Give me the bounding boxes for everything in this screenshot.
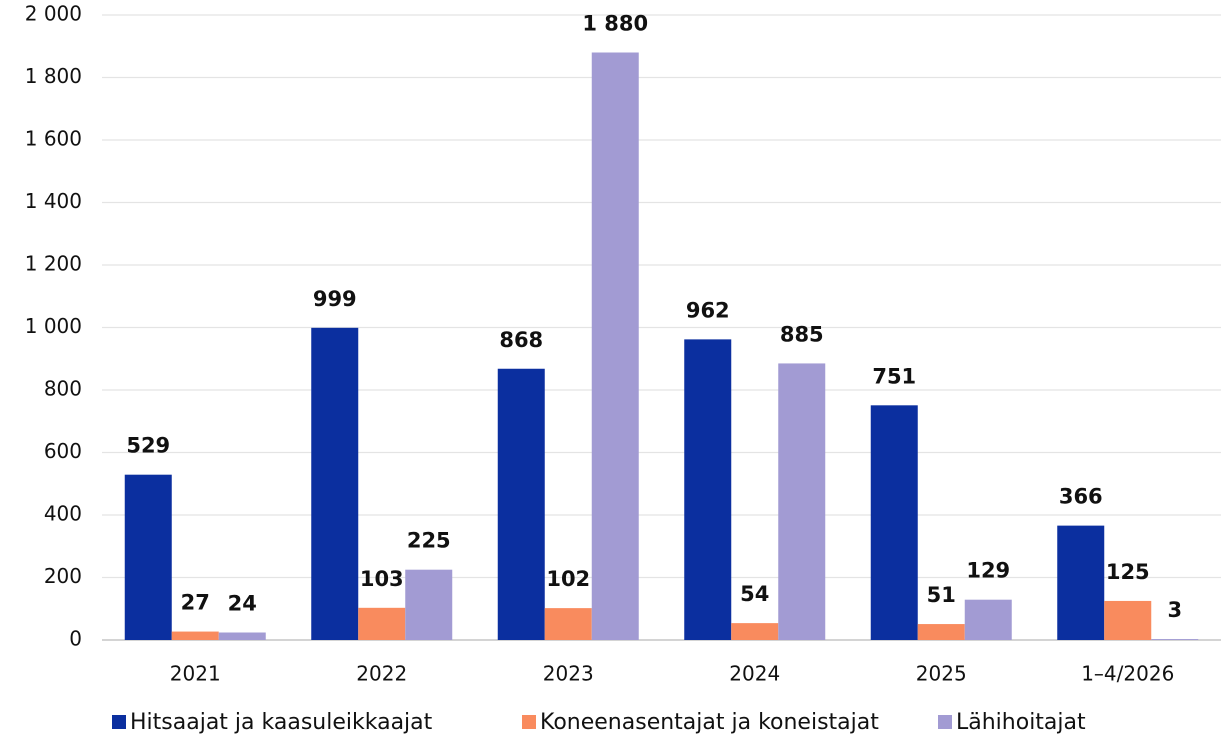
data-label: 27 bbox=[181, 591, 210, 615]
data-label: 129 bbox=[966, 559, 1010, 583]
bar bbox=[778, 363, 826, 640]
data-label: 751 bbox=[872, 364, 916, 388]
y-tick-label: 400 bbox=[44, 502, 82, 526]
y-tick-label: 0 bbox=[69, 627, 82, 651]
y-tick-label: 1 200 bbox=[25, 252, 82, 276]
bar bbox=[1104, 600, 1152, 640]
x-tick-label: 2024 bbox=[729, 662, 780, 686]
bar bbox=[591, 52, 639, 640]
y-tick-label: 200 bbox=[44, 564, 82, 588]
bar bbox=[405, 569, 453, 640]
legend-label: Hitsaajat ja kaasuleikkaajat bbox=[130, 710, 433, 735]
bar bbox=[917, 624, 965, 640]
legend-swatch bbox=[522, 715, 536, 729]
x-tick-label: 2021 bbox=[170, 662, 221, 686]
x-tick-label: 2022 bbox=[356, 662, 407, 686]
x-tick-label: 1–4/2026 bbox=[1081, 662, 1174, 686]
y-tick-label: 800 bbox=[44, 377, 82, 401]
y-tick-label: 1 000 bbox=[25, 314, 82, 338]
bar bbox=[731, 623, 779, 640]
y-tick-label: 2 000 bbox=[25, 2, 82, 26]
data-label: 24 bbox=[228, 592, 257, 616]
legend-swatch bbox=[938, 715, 952, 729]
data-label: 868 bbox=[499, 328, 543, 352]
x-tick-label: 2025 bbox=[916, 662, 967, 686]
y-tick-label: 1 400 bbox=[25, 189, 82, 213]
y-tick-label: 600 bbox=[44, 439, 82, 463]
y-tick-label: 1 600 bbox=[25, 127, 82, 151]
bar bbox=[1057, 525, 1105, 640]
data-label: 962 bbox=[686, 298, 730, 322]
legend-label: Lähihoitajat bbox=[956, 710, 1086, 735]
data-label: 1 880 bbox=[582, 12, 648, 36]
legend-label: Koneenasentajat ja koneistajat bbox=[540, 710, 879, 735]
bar bbox=[1151, 639, 1199, 640]
bar bbox=[684, 339, 732, 640]
bar bbox=[964, 599, 1012, 640]
data-label: 51 bbox=[927, 583, 956, 607]
data-label: 102 bbox=[546, 567, 590, 591]
x-tick-label: 2023 bbox=[543, 662, 594, 686]
bar bbox=[311, 327, 359, 640]
data-label: 225 bbox=[407, 529, 451, 553]
data-label: 125 bbox=[1106, 560, 1150, 584]
data-label: 366 bbox=[1059, 485, 1103, 509]
y-tick-label: 1 800 bbox=[25, 64, 82, 88]
bar bbox=[124, 474, 172, 640]
data-label: 529 bbox=[126, 434, 170, 458]
data-label: 103 bbox=[360, 567, 404, 591]
bar bbox=[544, 608, 592, 640]
bar bbox=[171, 631, 219, 640]
data-label: 885 bbox=[780, 322, 824, 346]
data-label: 999 bbox=[313, 287, 357, 311]
data-label: 54 bbox=[740, 582, 769, 606]
bar bbox=[497, 368, 545, 640]
bar bbox=[870, 405, 918, 640]
bar bbox=[218, 632, 266, 640]
legend-swatch bbox=[112, 715, 126, 729]
data-label: 3 bbox=[1167, 598, 1182, 622]
bar bbox=[358, 607, 406, 640]
